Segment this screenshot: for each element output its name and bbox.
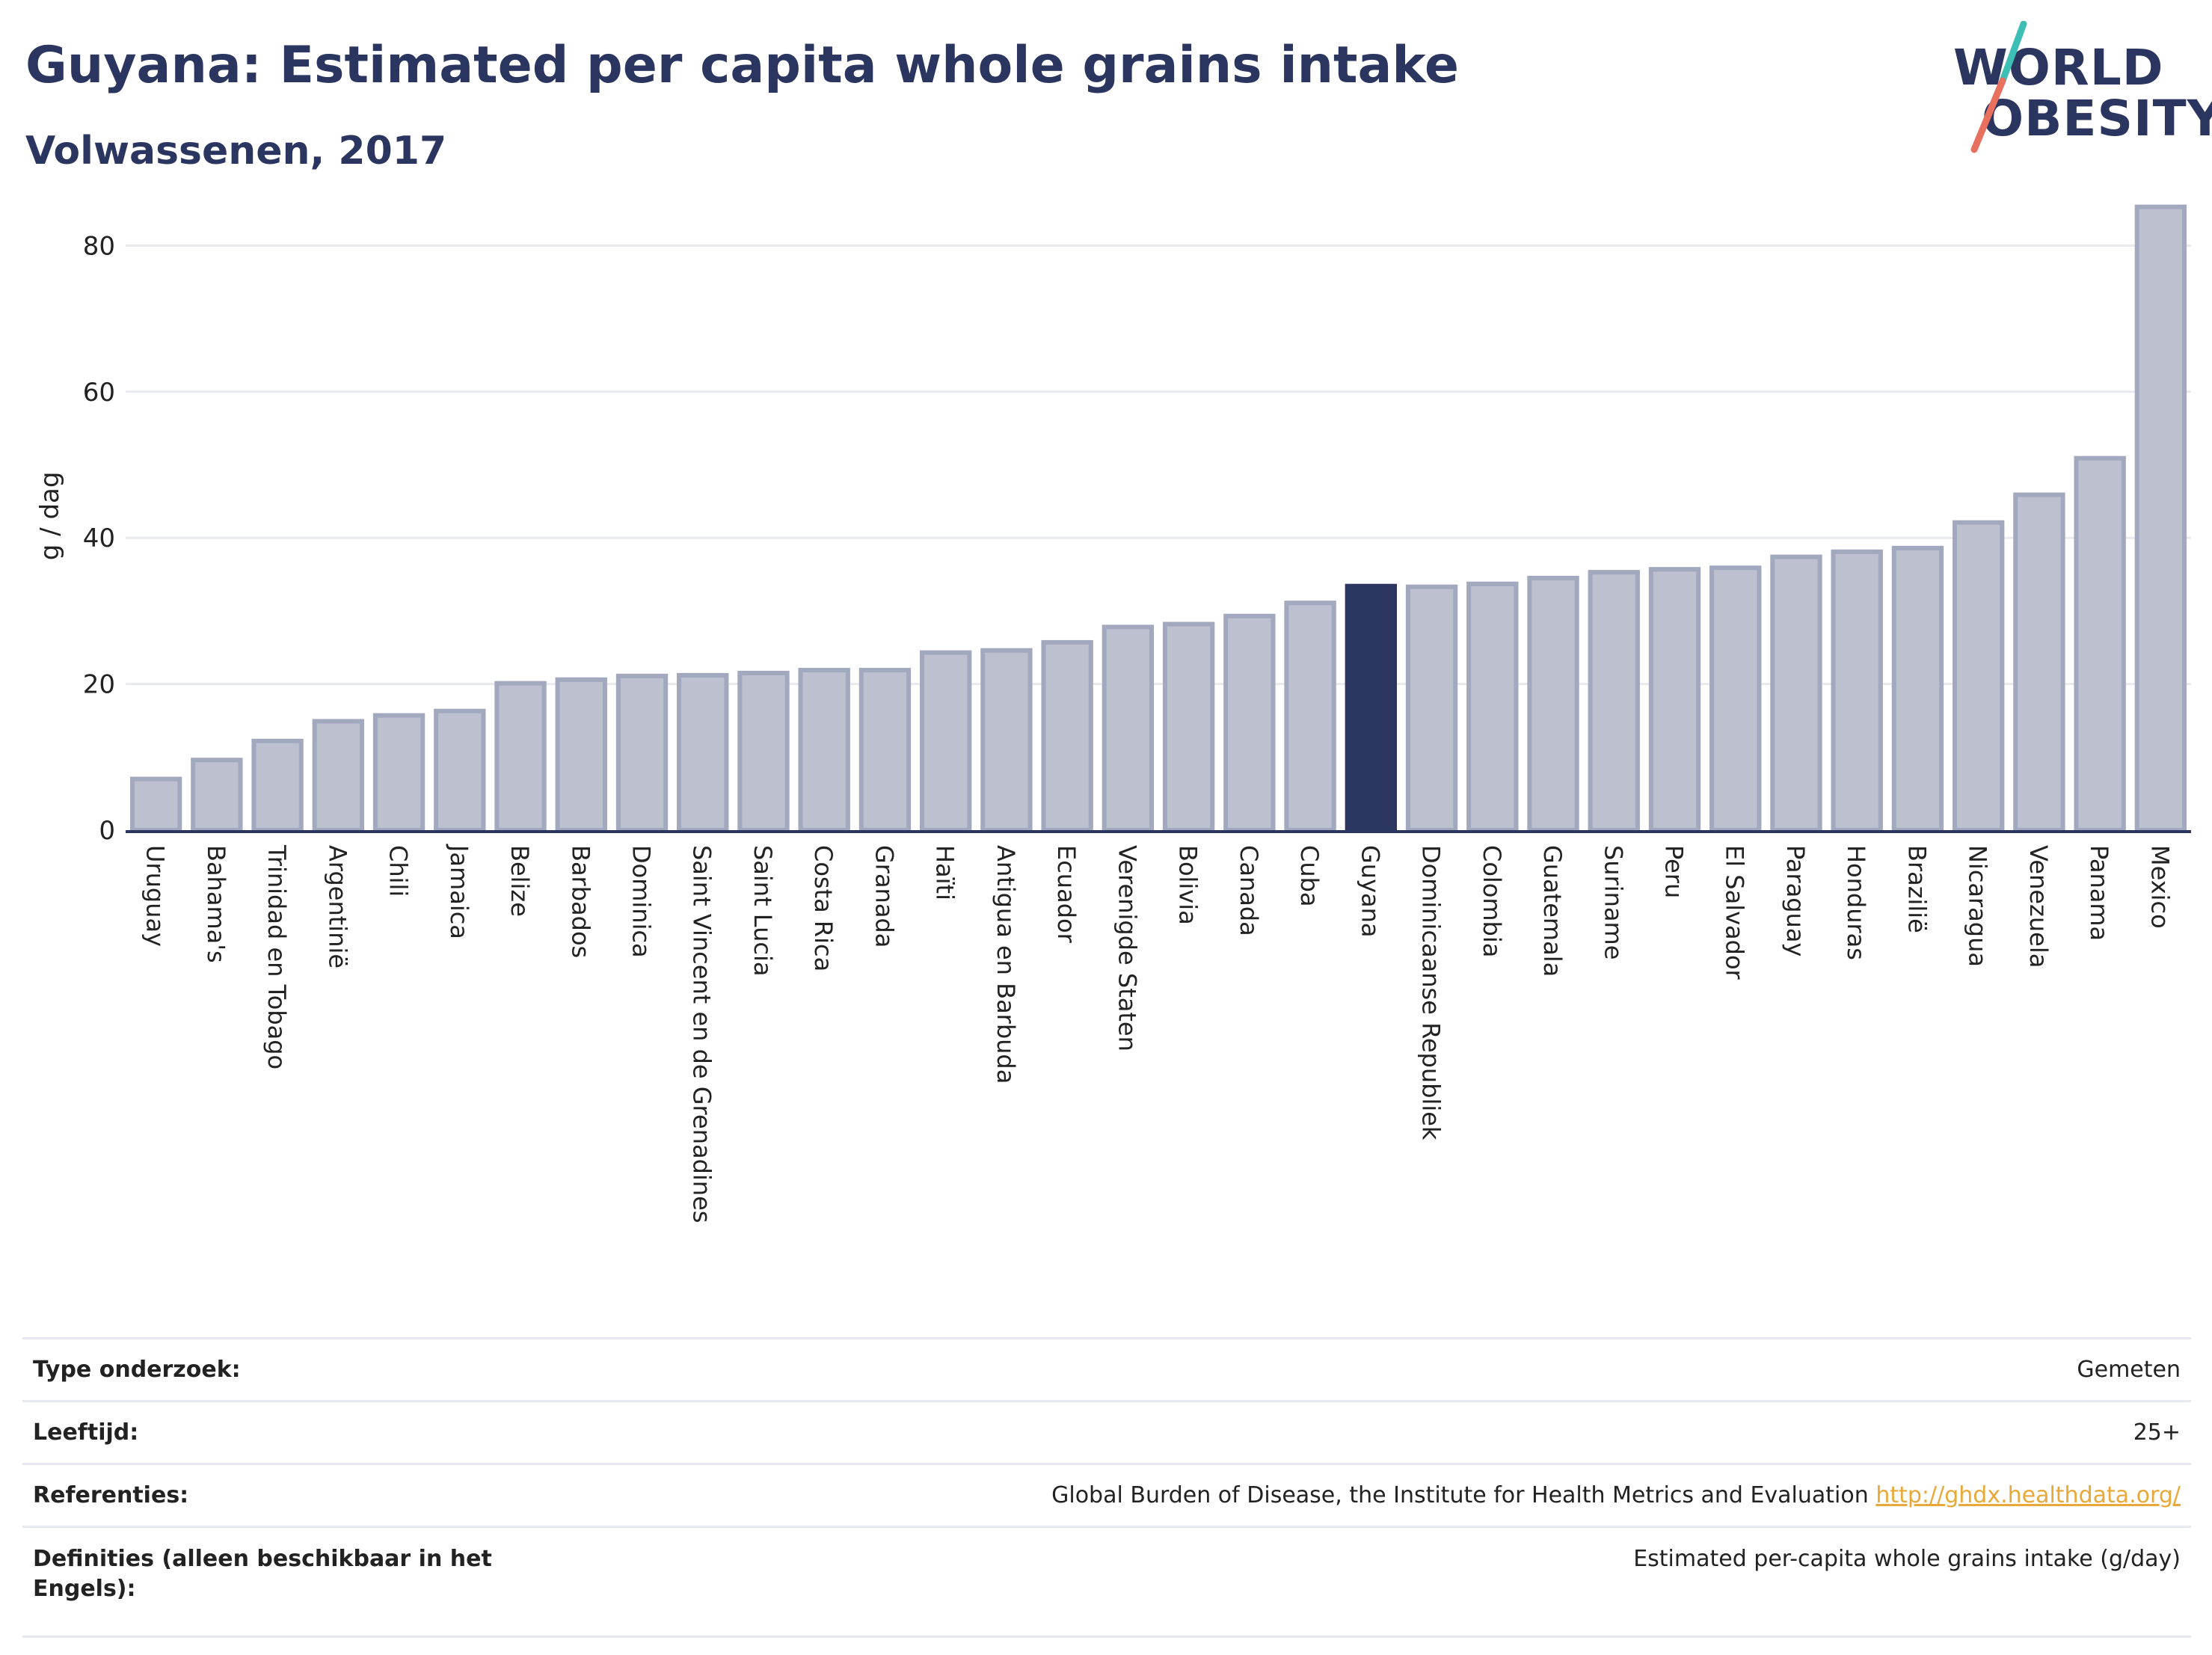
bar-chart: 0 20 40 60 80 Uruguay Bahama's Trinidad en Tob… [35,204,2191,1223]
bar-jamaica [434,708,486,832]
bar-costa-rica [798,668,850,832]
bar-panama [2074,455,2126,832]
bar-bahama-s [191,758,243,833]
bar-el-salvador [1709,565,1762,832]
world-obesity-logo: WORLD OBESITY [1952,21,2212,163]
bar-argentini- [312,719,365,832]
x-tick-label: Venezuela [2024,845,2053,968]
x-tick-label: Dominicaanse Republiek [1417,845,1446,1140]
x-tick-label: Honduras [1842,845,1870,960]
x-tick-label: Bolivia [1174,845,1202,925]
x-tick-label: Antigua en Barbuda [992,845,1020,1084]
x-tick-label: Jamaica [445,844,473,939]
x-tick-label: Belize [506,845,534,917]
bar-suriname [1588,570,1640,832]
info-row-age: Leeftijd: 25+ [22,1401,2191,1464]
x-tick-label: Uruguay [141,845,170,947]
info-row-definitions: Definities (alleen beschikbaar in het En… [22,1526,2191,1637]
bar-dominicaanse-republiek [1405,584,1458,832]
bar-belize [494,681,547,832]
bar-guatemala [1527,575,1579,832]
info-label: Definities (alleen beschikbaar in het En… [33,1546,492,1602]
x-tick-label: Saint Vincent en de Grenadines [688,845,716,1223]
bar-ecuador [1041,639,1093,832]
bar-canada [1223,613,1276,833]
x-tick-label: Costa Rica [809,845,838,971]
x-tick-label: Cuba [1295,845,1324,907]
metadata-table: Type onderzoek: Gemeten Leeftijd: 25+ Re… [22,1337,2191,1638]
x-tick-label: Dominica [627,845,656,958]
bar-paraguay [1770,554,1822,832]
x-tick-label: Panama [2085,845,2113,941]
x-tick-label: Bahama's [202,845,230,963]
bar-guyana [1345,583,1398,832]
x-tick-label: Verenigde Staten [1113,845,1141,1051]
bar-chili [372,713,425,832]
x-tick-label: Saint Lucia [749,845,777,976]
bar-mexico [2134,204,2187,833]
bar-nicaragua [1952,520,2005,832]
x-tick-labels: Uruguay Bahama's Trinidad en Tobago Argenti… [141,844,2175,1223]
x-tick-label: Haïti [931,845,959,900]
x-tick-label: Mexico [2145,845,2174,929]
info-row-survey-type: Type onderzoek: Gemeten [22,1338,2191,1401]
x-tick-label: Guyana [1356,845,1384,938]
bar-dominica [615,673,669,833]
bar-cuba [1284,601,1336,832]
x-tick-label: Paraguay [1781,845,1810,957]
y-tick-labels: 0 20 40 60 80 [83,231,115,846]
bars [129,204,2187,833]
x-tick-label: Nicaragua [1964,845,1992,967]
y-tick-label: 0 [99,816,115,846]
bar-brazili- [1891,545,1944,832]
bar-barbados [555,677,607,833]
x-tick-label: Colombia [1478,845,1506,957]
x-tick-label: El Salvador [1721,845,1749,980]
bar-honduras [1831,549,1883,832]
x-tick-label: Barbados [566,845,595,958]
info-value: Gemeten [2077,1357,2181,1383]
bar-verenigde-staten [1102,624,1155,832]
bar-bolivia [1162,621,1215,833]
reference-text: Global Burden of Disease, the Institute … [1051,1482,1869,1508]
logo-slash-icon [1970,21,2027,153]
info-value: Global Burden of Disease, the Institute … [522,1464,2191,1527]
bar-venezuela [2013,492,2065,832]
bar-trinidad-en-tobago [251,738,304,833]
chart-subtitle: Volwassenen, 2017 [25,129,447,174]
bar-granada [858,668,912,832]
x-tick-label: Chili [384,845,413,897]
x-tick-label: Granada [870,845,898,948]
reference-link[interactable]: http://ghdx.healthdata.org/ [1875,1482,2181,1508]
y-axis-label: g / dag [35,472,65,561]
x-tick-label: Ecuador [1052,845,1081,944]
bar-peru [1648,567,1701,832]
info-label: Type onderzoek: [33,1357,241,1383]
y-tick-label: 40 [83,523,115,553]
info-row-references: Referenties: Global Burden of Disease, t… [22,1464,2191,1527]
info-value: 25+ [2133,1419,2181,1446]
bar-colombia [1466,581,1519,832]
chart-title: Guyana: Estimated per capita whole grain… [25,36,1459,95]
info-label: Referenties: [33,1482,189,1508]
logo-word-world: WORLD [1953,39,2164,96]
bar-antigua-en-barbuda [980,648,1033,832]
x-tick-label: Trinidad en Tobago [262,844,291,1069]
bar-saint-lucia [737,670,790,832]
x-tick-label: Brazilië [1902,845,1931,933]
info-label: Leeftijd: [33,1419,139,1446]
bar-uruguay [129,776,182,832]
x-tick-label: Suriname [1599,845,1627,959]
y-tick-label: 60 [83,378,115,408]
bar-ha-ti [919,650,972,832]
x-tick-label: Guatemala [1538,845,1567,977]
bar-saint-vincent-en-de-grenadines [677,672,729,832]
y-tick-label: 80 [83,231,115,261]
x-tick-label: Peru [1660,845,1689,898]
x-tick-label: Canada [1235,845,1263,936]
y-tick-label: 20 [83,670,115,700]
info-value: Estimated per-capita whole grains intake… [1633,1546,2181,1572]
x-tick-label: Argentinië [323,845,351,968]
logo-word-obesity: OBESITY [1982,90,2212,147]
